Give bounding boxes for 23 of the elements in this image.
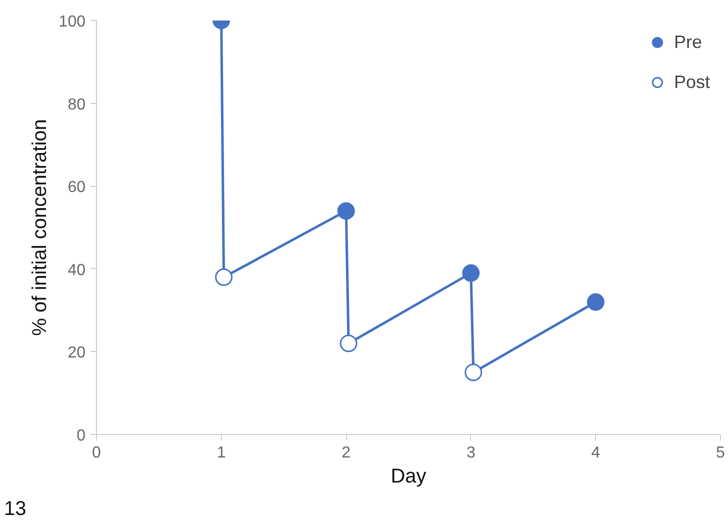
- y-axis-title: % of initial concentration: [28, 119, 51, 336]
- point: [337, 202, 355, 220]
- x-tick-label: 3: [466, 444, 476, 462]
- x-tick-label: 1: [216, 444, 226, 462]
- point: [462, 264, 480, 282]
- x-tick-label: 2: [342, 444, 351, 462]
- x-tick-label: 5: [716, 444, 726, 462]
- point: [586, 293, 604, 311]
- y-tick-label: 100: [58, 14, 86, 30]
- y-tick-label: 0: [76, 428, 86, 444]
- text: 13: [4, 497, 26, 522]
- x-tick-label: 4: [591, 444, 600, 462]
- y-tick-label: 20: [68, 344, 86, 362]
- point: [464, 364, 482, 382]
- legend-label: Post: [674, 72, 710, 92]
- point: [340, 334, 358, 352]
- y-tick-label: 80: [68, 96, 86, 114]
- legend-label: Pre: [674, 32, 702, 52]
- point: [215, 268, 233, 286]
- y-tick-label: 60: [68, 179, 86, 196]
- x-axis-title: Day: [390, 466, 426, 488]
- y-tick-label: 40: [68, 262, 86, 279]
- x-tick-label: 0: [92, 444, 102, 462]
